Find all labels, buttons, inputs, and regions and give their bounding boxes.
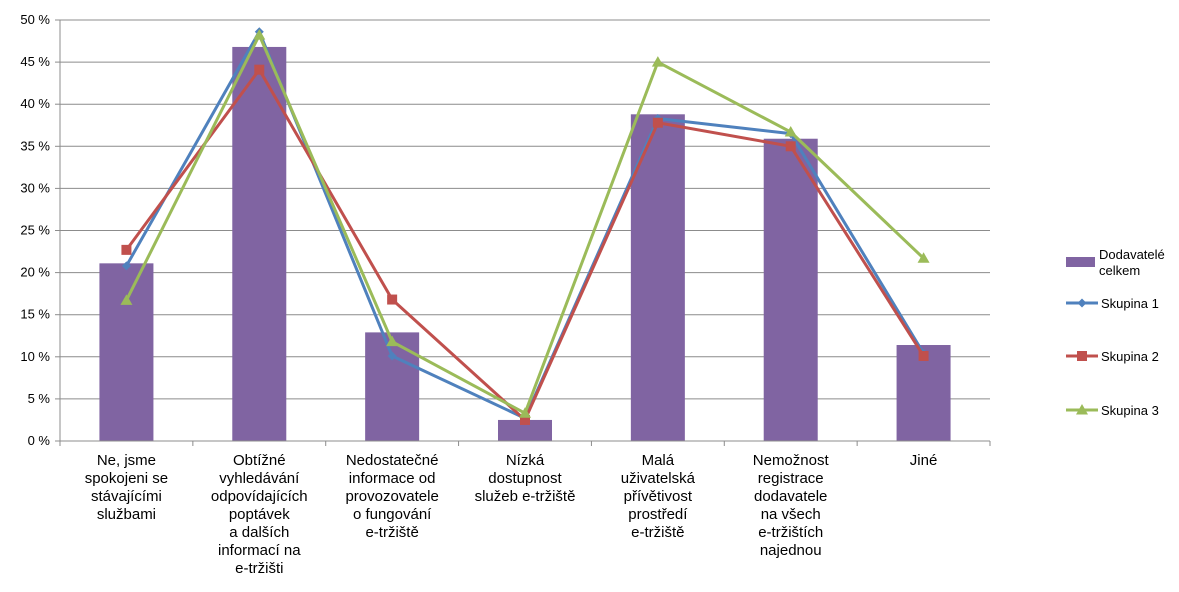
bar-series: [99, 46, 951, 442]
x-tick-label: Malá uživatelská přívětivost prostředí e-trž…: [621, 452, 696, 541]
legend-label-line: Dodavatelé: [1099, 247, 1165, 262]
data-point: [386, 335, 399, 347]
data-point: [120, 294, 133, 305]
legend-label-line: celkem: [1099, 263, 1140, 278]
x-tick-label-line: e-tržiště: [365, 524, 418, 541]
x-tick-label-line: Malá: [642, 452, 675, 469]
x-tick-label: Obtížné vyhledávání odpovídajících poptávek…: [211, 452, 308, 577]
legend-swatch-marker: [1077, 298, 1087, 308]
y-tick-label: 0 %: [28, 433, 51, 448]
line-series: [120, 27, 930, 425]
x-tick-label-line: poptávek: [229, 506, 290, 523]
y-tick-label: 25 %: [20, 223, 50, 238]
x-tick-label: Jiné: [910, 452, 938, 469]
bar: [630, 114, 685, 441]
x-tick-label-line: e-tržiště: [631, 524, 684, 541]
x-tick-label-line: informací na: [218, 542, 301, 559]
x-tick-label-line: Ne, jsme: [97, 452, 156, 469]
legend-item: Dodavatelé celkem: [1066, 247, 1165, 278]
x-tick-label-line: uživatelská: [621, 470, 696, 487]
x-tick-label-line: a dalších: [229, 524, 289, 541]
x-tick-label-line: prostředí: [628, 506, 688, 523]
y-tick-label: 50 %: [20, 12, 50, 27]
data-point: [253, 29, 266, 40]
y-tick-label: 45 %: [20, 54, 50, 69]
bar: [763, 138, 818, 442]
x-tick-label-line: vyhledávání: [219, 470, 300, 487]
x-tick-label: Nedostatečné informace od provozovatele o f…: [345, 452, 438, 541]
legend-item: Skupina 1: [1066, 296, 1159, 311]
data-point: [121, 261, 131, 271]
data-point: [387, 351, 397, 361]
y-tick-label: 10 %: [20, 349, 50, 364]
y-tick-label: 5 %: [28, 391, 51, 406]
y-tick-label: 40 %: [20, 96, 50, 111]
legend-item: Skupina 3: [1066, 403, 1159, 418]
x-tick-label: Ne, jsme spokojeni se stávajícími službami: [85, 452, 168, 523]
x-tick-label-line: e-tržištích: [758, 524, 823, 541]
y-tick-label: 20 %: [20, 265, 50, 280]
x-tick-label-line: e-tržišti: [235, 560, 283, 577]
x-tick-label: Nemožnost registrace dodavatele na všech e-t…: [753, 452, 830, 559]
x-tick-label-line: spokojeni se: [85, 470, 168, 487]
x-tick-label-line: na všech: [761, 506, 821, 523]
x-tick-label-line: registrace: [758, 470, 824, 487]
x-tick-label-line: přívětivost: [624, 488, 693, 505]
x-tick-label-line: Nízká: [506, 452, 545, 469]
y-tick-label: 30 %: [20, 180, 50, 195]
x-tick-label-line: službami: [97, 506, 156, 523]
data-point: [519, 407, 531, 418]
bar: [99, 263, 154, 441]
y-axis: 0 % 5 % 10 % 15 % 20 % 25 % 30 % 35 % 40 % 45 % 50…: [20, 12, 61, 448]
x-tick-label-line: dostupnost: [488, 470, 562, 487]
data-point: [520, 414, 530, 425]
x-tick-label-line: Jiné: [910, 452, 938, 469]
legend-swatch-marker: [1077, 351, 1087, 361]
x-axis: Ne, jsme spokojeni se stávajícími službami O…: [59, 440, 991, 577]
data-point: [387, 294, 398, 305]
data-point: [917, 252, 930, 263]
legend-label: Skupina 1: [1101, 296, 1159, 311]
x-tick-label-line: Obtížné: [233, 452, 286, 469]
x-tick-label-line: informace od: [349, 470, 436, 487]
legend: Dodavatelé celkem Skupina 1 Skupina 2 Skupin…: [1066, 247, 1165, 418]
data-point: [785, 141, 796, 152]
legend-item: Skupina 2: [1066, 349, 1159, 364]
legend-label: Skupina 2: [1101, 349, 1159, 364]
x-tick-label-line: odpovídajících: [211, 488, 308, 505]
x-tick-label-line: služeb e-tržiště: [475, 488, 576, 505]
y-tick-label: 15 %: [20, 307, 50, 322]
legend-label: Dodavatelé celkem: [1099, 247, 1165, 278]
data-point: [651, 56, 664, 67]
x-tick-label-line: o fungování: [353, 506, 432, 523]
x-tick-label-line: Nemožnost: [753, 452, 830, 469]
x-tick-label-line: najednou: [760, 542, 822, 559]
x-tick-label-line: Nedostatečné: [346, 452, 439, 469]
gridlines: [60, 19, 990, 442]
x-tick-label-line: dodavatele: [754, 488, 827, 505]
data-point: [254, 64, 265, 75]
x-tick-label-line: provozovatele: [345, 488, 438, 505]
bar: [232, 46, 287, 441]
bar: [365, 332, 420, 441]
data-point: [784, 125, 797, 137]
y-tick-label: 35 %: [20, 138, 50, 153]
legend-swatch-marker: [1076, 404, 1088, 415]
data-point: [652, 117, 663, 128]
legend-swatch: [1066, 257, 1095, 267]
x-tick-label: Nízká dostupnost služeb e-tržiště: [475, 452, 576, 505]
legend-label: Skupina 3: [1101, 403, 1159, 418]
data-point: [121, 244, 132, 255]
x-tick-label-line: stávajícími: [91, 488, 162, 505]
bar: [896, 345, 951, 441]
bar: [498, 419, 552, 441]
data-point: [918, 350, 929, 361]
